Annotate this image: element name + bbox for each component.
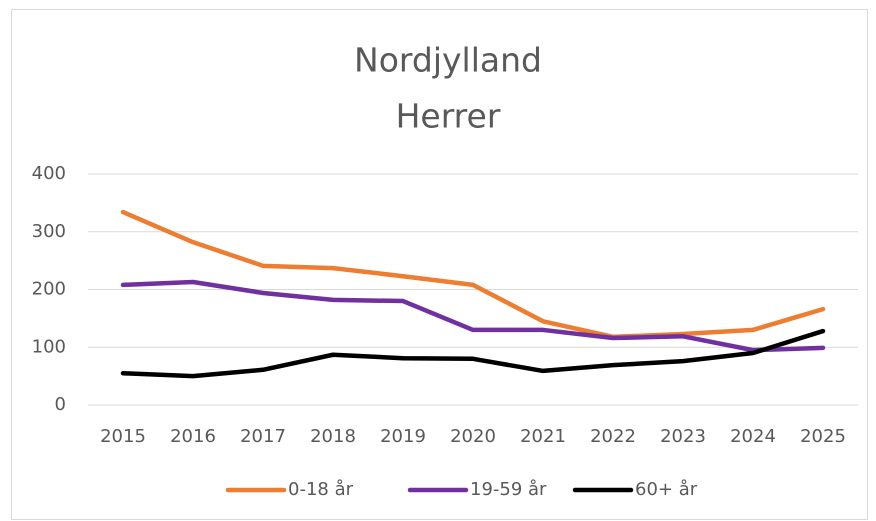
y-tick-label: 0 (55, 394, 66, 415)
x-tick-label: 2015 (100, 426, 146, 447)
x-tick-label: 2016 (170, 426, 216, 447)
chart-subtitle: Herrer (396, 97, 501, 136)
y-tick-label: 400 (32, 163, 66, 184)
x-tick-label: 2024 (730, 426, 776, 447)
y-tick-label: 300 (32, 221, 66, 242)
legend-label: 19-59 år (470, 479, 547, 500)
x-tick-label: 2023 (660, 426, 706, 447)
x-tick-label: 2021 (520, 426, 566, 447)
series-line (120, 209, 826, 340)
y-tick-label: 100 (32, 336, 66, 357)
x-tick-label: 2022 (590, 426, 636, 447)
x-tick-label: 2020 (450, 426, 496, 447)
series-line (120, 328, 826, 379)
x-tick-label: 2017 (240, 426, 286, 447)
x-tick-label: 2018 (310, 426, 356, 447)
series-line (120, 279, 826, 353)
legend-label: 60+ år (635, 479, 698, 500)
x-tick-label: 2025 (800, 426, 846, 447)
chart-title: Nordjylland (354, 41, 542, 80)
x-tick-label: 2019 (380, 426, 426, 447)
y-tick-label: 200 (32, 279, 66, 300)
chart-border (11, 9, 868, 520)
legend-label: 0-18 år (288, 479, 354, 500)
